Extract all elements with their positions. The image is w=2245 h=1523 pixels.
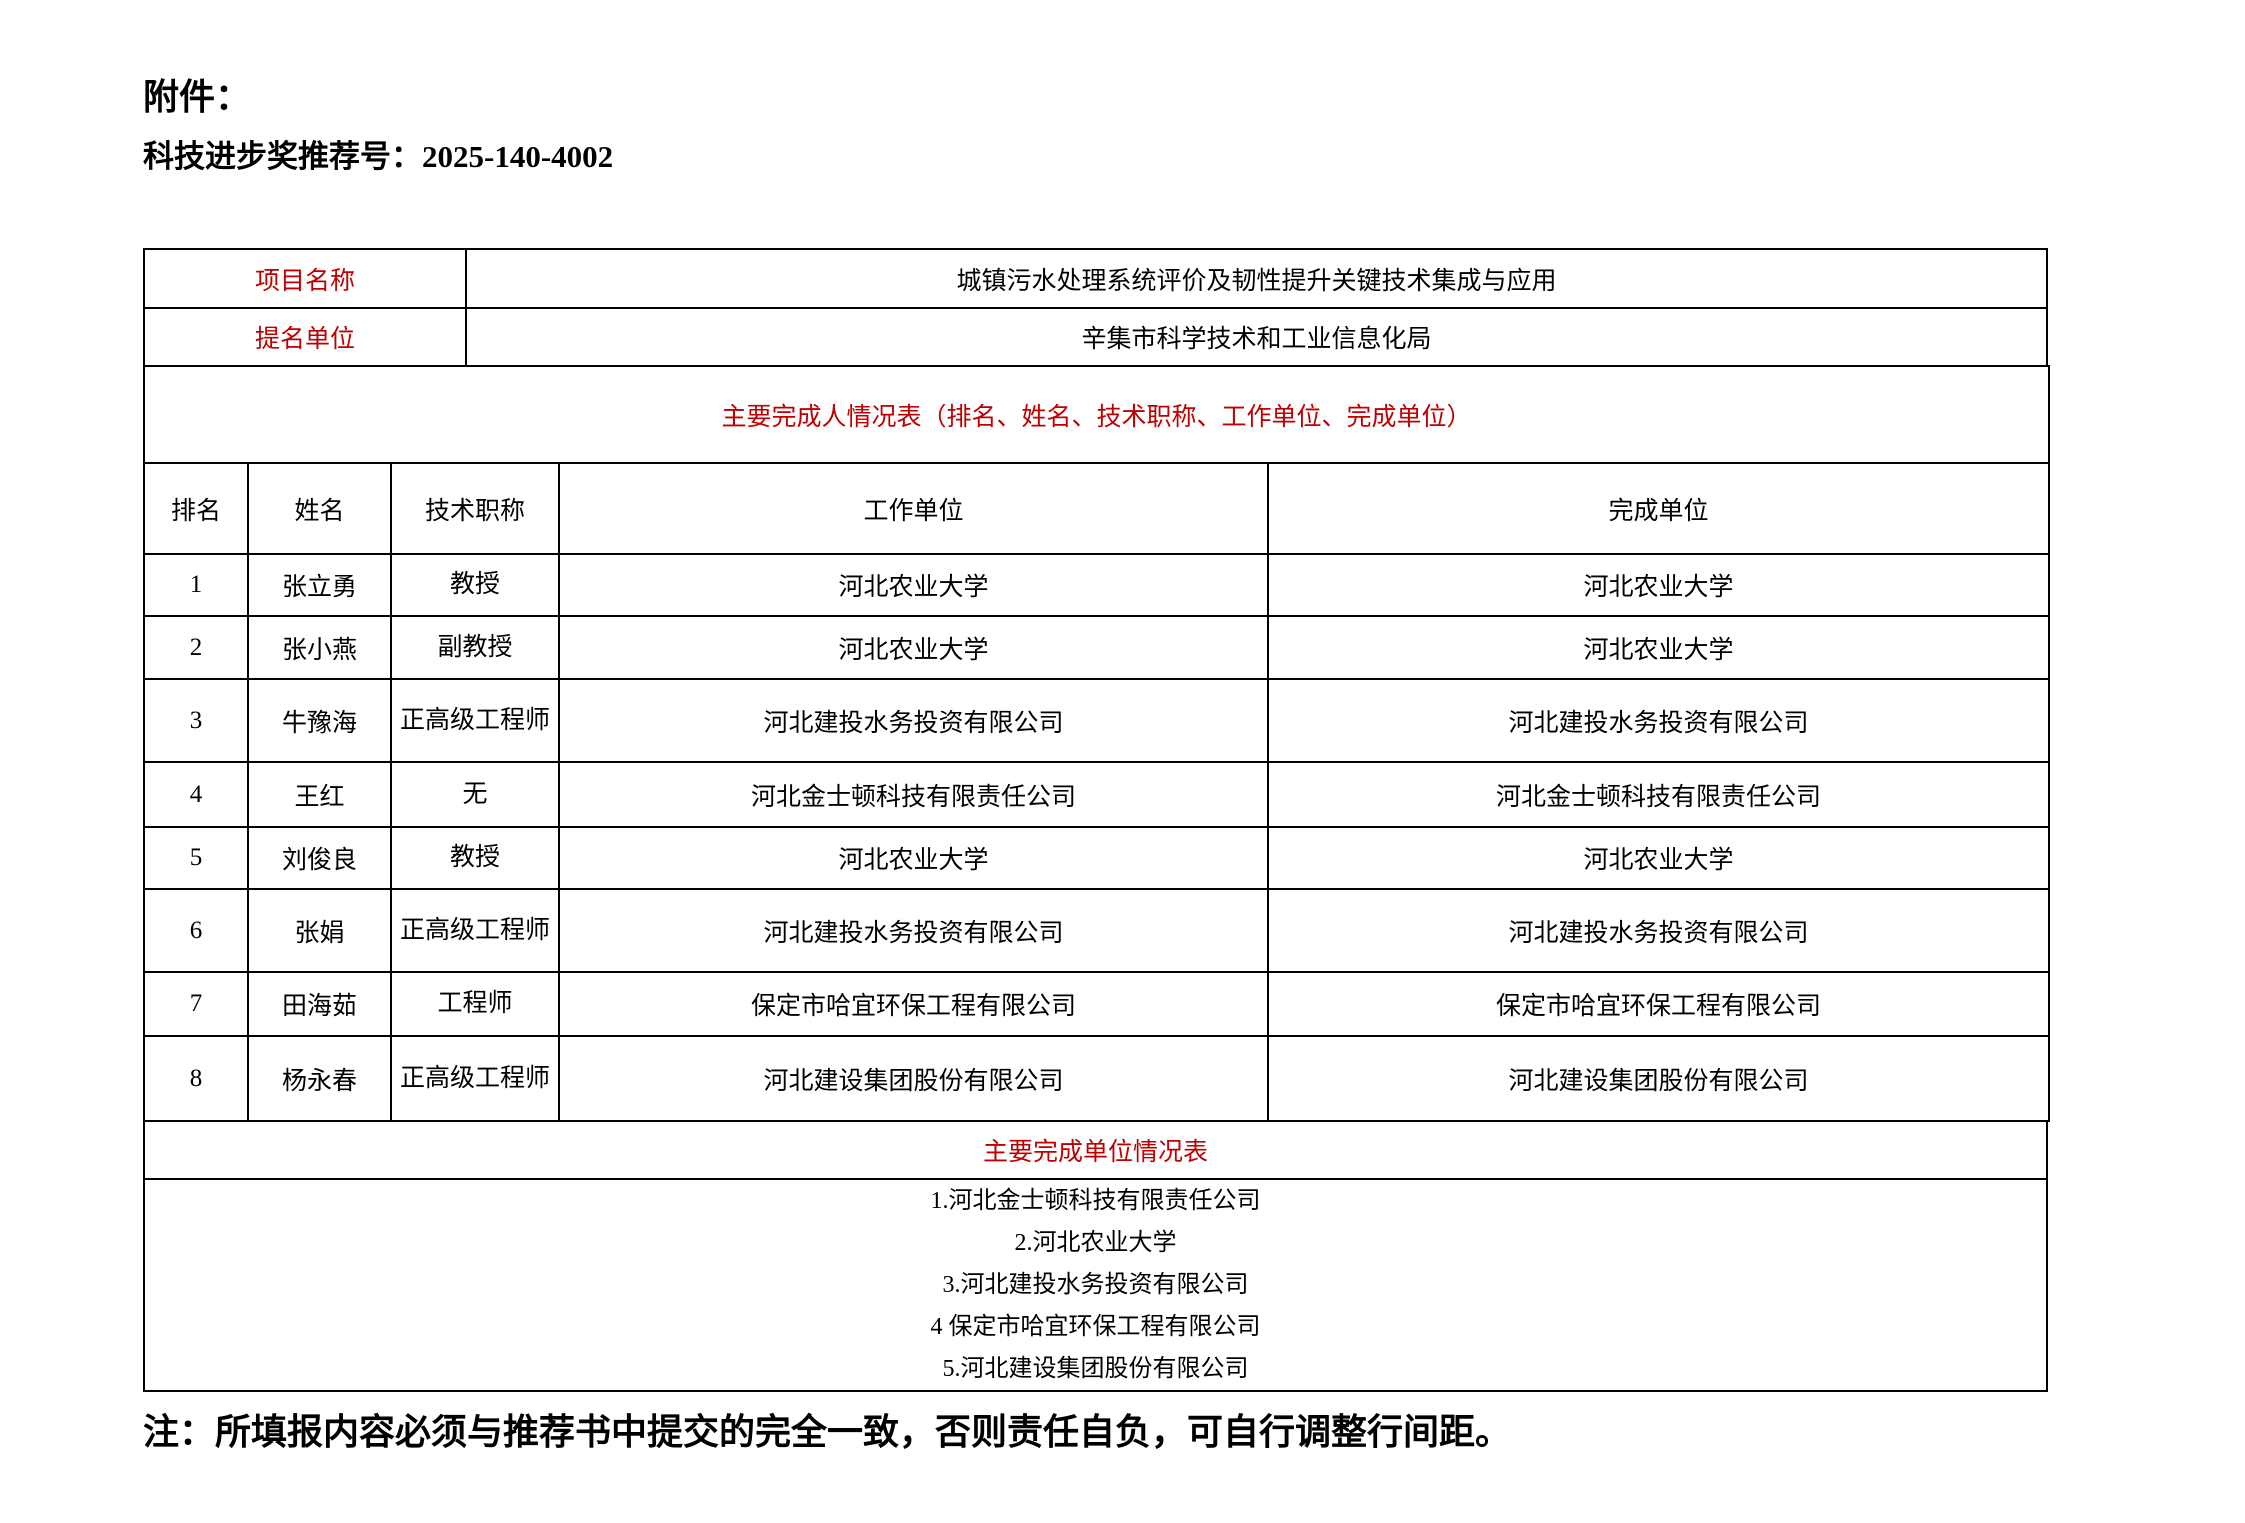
cell-work-unit: 河北农业大学	[558, 615, 1269, 680]
cell-completion-unit: 河北建投水务投资有限公司	[1266, 888, 2051, 973]
cell-name: 杨永春	[247, 1035, 392, 1122]
cell-work-unit: 河北农业大学	[558, 553, 1269, 617]
cell-name: 张娟	[247, 888, 392, 973]
header-rank: 排名	[143, 462, 249, 555]
nominator-row: 提名单位 辛集市科学技术和工业信息化局	[143, 307, 2048, 367]
cell-completion-unit: 河北建投水务投资有限公司	[1266, 678, 2051, 763]
cell-completion-unit: 河北农业大学	[1266, 615, 2051, 680]
cell-work-unit: 河北建投水务投资有限公司	[558, 678, 1269, 763]
cell-completion-unit: 河北金士顿科技有限责任公司	[1266, 761, 2051, 828]
list-item: 2.河北农业大学	[1014, 1230, 1177, 1256]
units-list-row: 1.河北金士顿科技有限责任公司 2.河北农业大学 3.河北建投水务投资有限公司 …	[143, 1178, 2048, 1392]
completers-table: 主要完成人情况表（排名、姓名、技术职称、工作单位、完成单位） 排名 姓名 技术职…	[142, 365, 2051, 1122]
cell-name: 刘俊良	[247, 826, 392, 890]
header-completion-unit: 完成单位	[1266, 462, 2051, 555]
cell-rank: 2	[143, 615, 249, 680]
table-row: 5 刘俊良 教授 河北农业大学 河北农业大学	[143, 826, 2051, 890]
cell-work-unit: 河北建投水务投资有限公司	[558, 888, 1269, 973]
completers-header-row: 排名 姓名 技术职称 工作单位 完成单位	[143, 462, 2051, 555]
units-table-title: 主要完成单位情况表	[143, 1120, 2048, 1180]
cell-rank: 4	[143, 761, 249, 828]
list-item: 5.河北建设集团股份有限公司	[942, 1356, 1249, 1382]
cell-name: 田海茹	[247, 971, 392, 1037]
cell-completion-unit: 河北建设集团股份有限公司	[1266, 1035, 2051, 1122]
cell-rank: 6	[143, 888, 249, 973]
recommendation-label: 科技进步奖推荐号：	[143, 139, 422, 174]
header-job-title: 技术职称	[390, 462, 560, 555]
table-row: 2 张小燕 副教授 河北农业大学 河北农业大学	[143, 615, 2051, 680]
cell-job-title: 正高级工程师	[390, 888, 560, 973]
header-name: 姓名	[247, 462, 392, 555]
cell-completion-unit: 河北农业大学	[1266, 826, 2051, 890]
cell-rank: 7	[143, 971, 249, 1037]
cell-work-unit: 保定市哈宜环保工程有限公司	[558, 971, 1269, 1037]
document-page: 附件： 科技进步奖推荐号：2025-140-4002 项目名称 城镇污水处理系统…	[142, 77, 2245, 1452]
project-name-row: 项目名称 城镇污水处理系统评价及韧性提升关键技术集成与应用	[143, 248, 2048, 309]
cell-job-title: 正高级工程师	[390, 1035, 560, 1122]
project-name-label: 项目名称	[143, 248, 467, 309]
cell-rank: 5	[143, 826, 249, 890]
units-list-cell: 1.河北金士顿科技有限责任公司 2.河北农业大学 3.河北建投水务投资有限公司 …	[143, 1178, 2048, 1392]
attachment-heading: 附件：	[143, 77, 252, 117]
footer-note: 注：所填报内容必须与推荐书中提交的完全一致，否则责任自负，可自行调整行间距。	[143, 1412, 1512, 1452]
cell-work-unit: 河北金士顿科技有限责任公司	[558, 761, 1269, 828]
recommendation-number: 2025-140-4002	[422, 139, 614, 174]
cell-rank: 8	[143, 1035, 249, 1122]
cell-job-title: 教授	[390, 553, 560, 617]
table-row: 4 王红 无 河北金士顿科技有限责任公司 河北金士顿科技有限责任公司	[143, 761, 2051, 828]
list-item: 1.河北金士顿科技有限责任公司	[930, 1188, 1261, 1214]
recommendation-line: 科技进步奖推荐号：2025-140-4002	[143, 140, 2245, 174]
table-row: 3 牛豫海 正高级工程师 河北建投水务投资有限公司 河北建投水务投资有限公司	[143, 678, 2051, 763]
header-work-unit: 工作单位	[558, 462, 1269, 555]
cell-name: 张立勇	[247, 553, 392, 617]
list-item: 4 保定市哈宜环保工程有限公司	[930, 1314, 1261, 1340]
nominator-value: 辛集市科学技术和工业信息化局	[465, 307, 2048, 367]
list-item: 3.河北建投水务投资有限公司	[942, 1272, 1249, 1298]
cell-job-title: 副教授	[390, 615, 560, 680]
cell-job-title: 工程师	[390, 971, 560, 1037]
units-title-row: 主要完成单位情况表	[143, 1120, 2048, 1180]
cell-completion-unit: 保定市哈宜环保工程有限公司	[1266, 971, 2051, 1037]
cell-name: 张小燕	[247, 615, 392, 680]
cell-name: 王红	[247, 761, 392, 828]
table-row: 7 田海茹 工程师 保定市哈宜环保工程有限公司 保定市哈宜环保工程有限公司	[143, 971, 2051, 1037]
cell-job-title: 正高级工程师	[390, 678, 560, 763]
table-row: 6 张娟 正高级工程师 河北建投水务投资有限公司 河北建投水务投资有限公司	[143, 888, 2051, 973]
cell-work-unit: 河北建设集团股份有限公司	[558, 1035, 1269, 1122]
table-row: 8 杨永春 正高级工程师 河北建设集团股份有限公司 河北建设集团股份有限公司	[143, 1035, 2051, 1122]
cell-rank: 3	[143, 678, 249, 763]
cell-job-title: 教授	[390, 826, 560, 890]
project-info-table: 项目名称 城镇污水处理系统评价及韧性提升关键技术集成与应用 提名单位 辛集市科学…	[143, 248, 2048, 367]
cell-job-title: 无	[390, 761, 560, 828]
nominator-label: 提名单位	[143, 307, 467, 367]
completers-title-row: 主要完成人情况表（排名、姓名、技术职称、工作单位、完成单位）	[142, 365, 2051, 464]
cell-work-unit: 河北农业大学	[558, 826, 1269, 890]
cell-completion-unit: 河北农业大学	[1266, 553, 2051, 617]
cell-name: 牛豫海	[247, 678, 392, 763]
units-table: 主要完成单位情况表 1.河北金士顿科技有限责任公司 2.河北农业大学 3.河北建…	[143, 1120, 2048, 1392]
completers-table-title: 主要完成人情况表（排名、姓名、技术职称、工作单位、完成单位）	[142, 365, 2051, 464]
cell-rank: 1	[143, 553, 249, 617]
table-row: 1 张立勇 教授 河北农业大学 河北农业大学	[143, 553, 2051, 617]
project-name-value: 城镇污水处理系统评价及韧性提升关键技术集成与应用	[465, 248, 2048, 309]
